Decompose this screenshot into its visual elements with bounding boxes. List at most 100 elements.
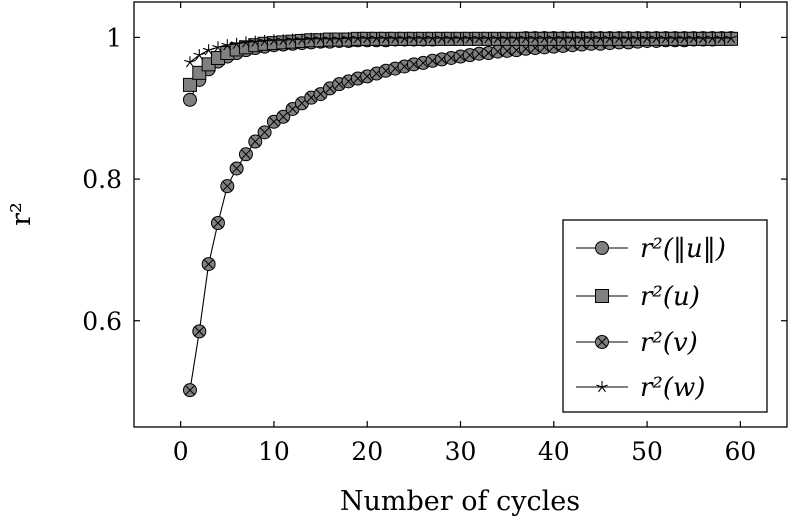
data-point xyxy=(463,32,476,44)
data-point xyxy=(201,257,216,272)
y-tick-label: 1 xyxy=(106,23,122,52)
marker-spoke xyxy=(562,37,568,44)
marker-spoke xyxy=(296,37,303,41)
data-point xyxy=(230,37,243,49)
marker-spoke xyxy=(699,37,704,44)
marker-spoke xyxy=(659,35,666,39)
y-axis-label: r² xyxy=(6,202,37,226)
data-point xyxy=(706,32,719,44)
marker-spoke xyxy=(725,35,732,39)
marker-spoke xyxy=(241,42,247,48)
marker-spoke xyxy=(223,44,228,51)
marker-spoke xyxy=(370,35,377,39)
marker-spoke xyxy=(338,38,344,45)
marker-spoke xyxy=(305,36,312,40)
marker-spoke xyxy=(581,37,586,44)
legend-marker xyxy=(595,335,609,349)
data-point xyxy=(669,32,681,44)
marker-spoke xyxy=(697,35,704,39)
legend-entry: r²(‖u‖) xyxy=(576,234,726,264)
marker-spoke xyxy=(260,40,266,47)
legend: r²(‖u‖) r²(u) r²(v) r²(w) xyxy=(562,219,768,413)
marker-spoke xyxy=(254,41,260,47)
marker-spoke xyxy=(342,35,349,39)
data-point xyxy=(296,33,308,45)
marker-spoke xyxy=(198,54,204,61)
marker-cross xyxy=(597,337,607,347)
marker-spoke xyxy=(521,37,527,44)
tick-group: 0 10 20 30 40 50 60 0.6 0.8 1 xyxy=(82,2,787,466)
marker-spoke xyxy=(529,35,536,39)
marker-spoke xyxy=(469,37,474,44)
marker-spoke xyxy=(708,37,713,44)
marker-spoke xyxy=(428,37,433,44)
data-point xyxy=(547,32,560,44)
marker-spoke xyxy=(615,37,620,44)
marker-spoke xyxy=(497,37,502,44)
marker-cross xyxy=(231,163,242,174)
data-point xyxy=(221,39,234,51)
data-point xyxy=(426,32,439,44)
marker-spoke xyxy=(652,37,657,44)
marker-spoke xyxy=(426,35,433,39)
data-point xyxy=(202,44,215,56)
marker-spoke xyxy=(441,37,446,44)
marker-spoke xyxy=(184,59,191,63)
data-point xyxy=(220,179,235,194)
marker-spoke xyxy=(577,37,583,44)
marker-cross xyxy=(222,181,233,192)
marker-spoke xyxy=(519,35,526,39)
legend-label: r²(‖u‖) xyxy=(640,234,726,264)
marker-spoke xyxy=(501,35,508,39)
marker-spoke xyxy=(236,41,243,45)
marker-spoke xyxy=(575,35,582,39)
x-tick-label: 30 xyxy=(445,437,477,466)
marker-spoke xyxy=(633,37,639,44)
marker-spoke xyxy=(398,35,405,39)
data-point xyxy=(182,77,197,92)
marker-spoke xyxy=(463,35,470,39)
marker-spoke xyxy=(506,37,512,44)
marker-spoke xyxy=(385,37,390,44)
marker-spoke xyxy=(594,35,601,39)
marker-spoke xyxy=(603,35,610,39)
marker-cross xyxy=(185,385,195,396)
marker-spoke xyxy=(255,39,262,43)
marker-spoke xyxy=(525,37,530,44)
marker-spoke xyxy=(381,37,387,44)
marker-spoke xyxy=(646,37,652,44)
marker-spoke xyxy=(503,37,508,44)
marker-spoke xyxy=(301,39,306,45)
marker-spoke xyxy=(549,37,555,44)
marker-spoke xyxy=(217,44,224,48)
marker-spoke xyxy=(320,38,325,45)
marker-spoke xyxy=(407,35,415,39)
marker-spoke xyxy=(460,37,465,44)
marker-spoke xyxy=(344,37,350,44)
data-point xyxy=(585,32,597,44)
data-point xyxy=(229,161,244,176)
marker-spoke xyxy=(512,37,517,44)
marker-spoke xyxy=(601,386,606,393)
data-point xyxy=(268,34,280,46)
marker-spoke xyxy=(674,37,680,44)
marker-spoke xyxy=(301,37,308,41)
data-point xyxy=(725,32,737,44)
marker-spoke xyxy=(730,37,736,44)
marker-spoke xyxy=(212,44,219,48)
y-tick-label: 0.8 xyxy=(82,165,122,194)
marker-spoke xyxy=(661,37,667,44)
marker-spoke xyxy=(232,43,238,49)
marker-spoke xyxy=(711,37,717,44)
marker-spoke xyxy=(717,37,723,44)
marker-spoke xyxy=(598,386,603,393)
marker-spoke xyxy=(372,37,377,44)
marker-spoke xyxy=(727,37,732,44)
marker-spoke xyxy=(217,47,222,53)
x-tick-label: 0 xyxy=(173,437,189,466)
marker-cross xyxy=(194,326,205,337)
marker-spoke xyxy=(683,37,689,44)
marker-spoke xyxy=(185,61,191,68)
marker-spoke xyxy=(447,37,452,44)
marker-spoke xyxy=(204,49,210,56)
